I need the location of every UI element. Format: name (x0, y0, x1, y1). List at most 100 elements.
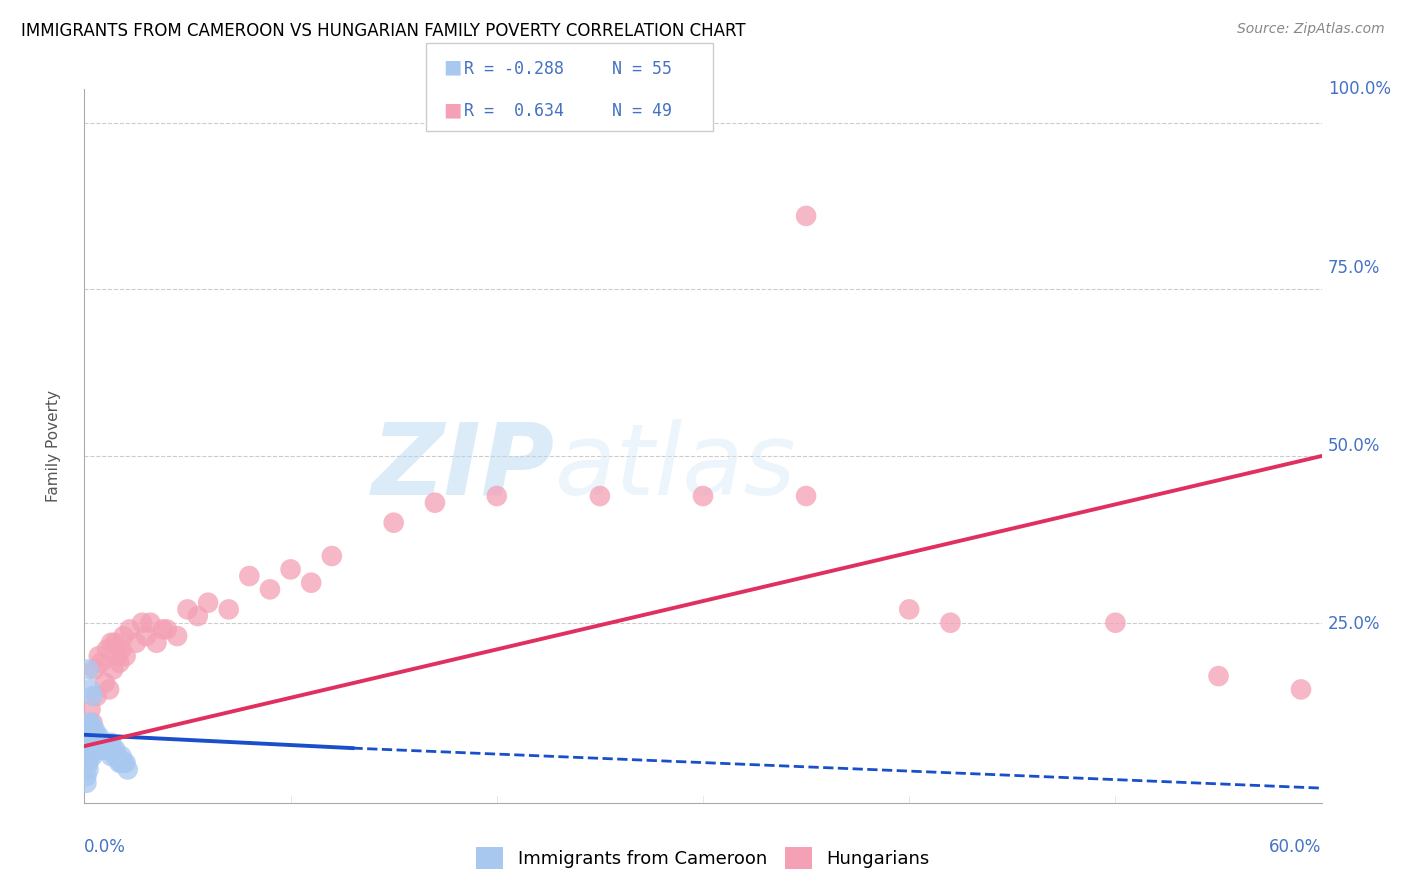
Point (83, 736, 105, 750)
Point (77, 662, 100, 676)
Point (145, 636, 167, 650)
Point (82, 742, 104, 756)
Point (299, 575, 322, 590)
Point (79, 729, 101, 743)
Point (77, 763, 100, 777)
Text: 75.0%: 75.0% (1327, 259, 1381, 277)
Point (794, 489, 817, 503)
Text: N = 55: N = 55 (612, 60, 672, 78)
Text: 60.0%: 60.0% (1270, 838, 1322, 856)
Text: N = 49: N = 49 (612, 103, 672, 120)
Point (898, 602, 921, 616)
Point (423, 496, 446, 510)
Point (485, 489, 508, 503)
Point (75, 742, 97, 756)
Point (110, 749, 132, 764)
Point (321, 549, 343, 563)
Text: IMMIGRANTS FROM CAMEROON VS HUNGARIAN FAMILY POVERTY CORRELATION CHART: IMMIGRANTS FROM CAMEROON VS HUNGARIAN FA… (21, 22, 745, 40)
Point (75, 749, 97, 764)
Point (110, 756, 132, 770)
Point (90, 656, 112, 670)
Point (79, 749, 101, 764)
Point (794, 209, 817, 223)
Point (104, 742, 127, 756)
Point (589, 489, 612, 503)
Point (75, 769, 97, 783)
Point (83, 729, 105, 743)
Point (692, 489, 714, 503)
Point (135, 629, 157, 643)
Point (176, 602, 198, 616)
Point (94, 675, 117, 690)
Point (96, 642, 118, 657)
Text: 100.0%: 100.0% (1327, 80, 1391, 98)
Point (90, 736, 112, 750)
Point (112, 629, 135, 643)
Point (79, 742, 101, 756)
Text: ■: ■ (443, 100, 461, 120)
Point (139, 615, 162, 630)
Point (100, 736, 122, 750)
Point (104, 749, 127, 764)
Point (75, 736, 97, 750)
Text: ZIP: ZIP (371, 419, 554, 516)
Point (103, 662, 125, 676)
Point (87, 729, 110, 743)
Point (112, 756, 135, 770)
Point (117, 763, 139, 777)
Text: 0.0%: 0.0% (84, 838, 127, 856)
Point (105, 649, 128, 664)
Point (152, 623, 174, 637)
Point (118, 623, 141, 637)
Point (77, 756, 100, 770)
Point (87, 736, 110, 750)
Point (75, 756, 97, 770)
Point (83, 662, 105, 676)
Point (939, 615, 962, 630)
Point (166, 629, 188, 643)
Text: ■: ■ (443, 57, 461, 77)
Point (280, 562, 302, 576)
Point (156, 623, 179, 637)
Point (187, 609, 209, 624)
Text: Source: ZipAtlas.com: Source: ZipAtlas.com (1237, 22, 1385, 37)
Point (82, 749, 104, 764)
Point (77, 749, 100, 764)
Point (82, 715, 104, 730)
Point (75, 749, 97, 764)
Point (91, 742, 114, 756)
Point (100, 749, 122, 764)
Text: 50.0%: 50.0% (1327, 437, 1381, 455)
Point (91, 736, 114, 750)
Point (77, 723, 100, 737)
Point (103, 742, 125, 756)
Point (86, 729, 108, 743)
Point (114, 649, 136, 664)
Point (77, 742, 100, 756)
Point (90, 742, 112, 756)
Text: 25.0%: 25.0% (1327, 615, 1381, 633)
Point (79, 682, 101, 697)
Point (125, 636, 148, 650)
Point (83, 723, 105, 737)
Point (98, 682, 121, 697)
Point (75, 776, 97, 790)
Point (100, 636, 122, 650)
Point (94, 742, 117, 756)
Text: Family Poverty: Family Poverty (46, 390, 60, 502)
Point (1289, 682, 1312, 697)
Point (79, 702, 101, 716)
Point (79, 715, 101, 730)
Point (82, 729, 104, 743)
Point (382, 516, 405, 530)
Point (108, 756, 131, 770)
Point (104, 636, 127, 650)
Text: R =  0.634: R = 0.634 (464, 103, 564, 120)
Text: R = -0.288: R = -0.288 (464, 60, 564, 78)
Point (114, 756, 136, 770)
Point (82, 689, 104, 703)
Point (82, 736, 104, 750)
Point (94, 736, 117, 750)
Point (108, 656, 131, 670)
Point (77, 736, 100, 750)
